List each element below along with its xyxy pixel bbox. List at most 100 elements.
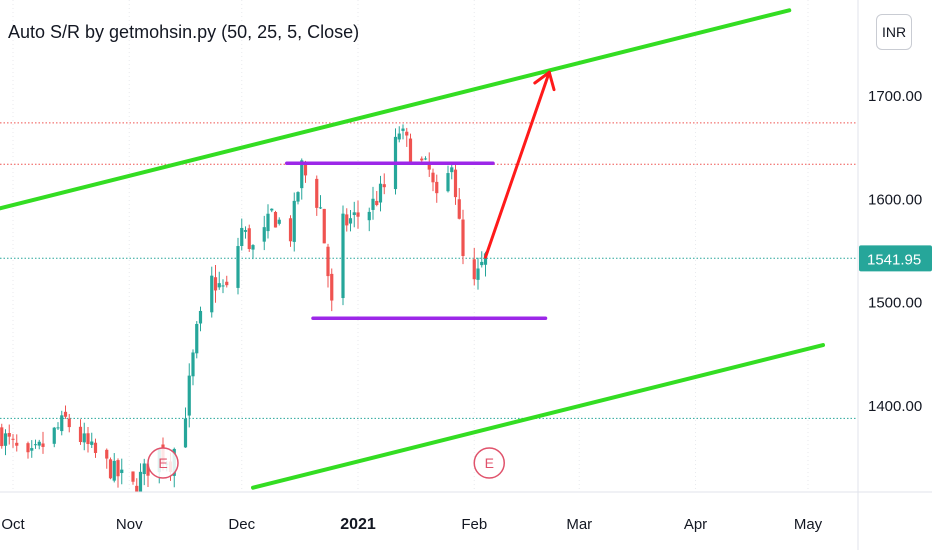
earnings-marker[interactable]: E bbox=[473, 447, 505, 479]
candle-body bbox=[195, 323, 199, 354]
candle-body bbox=[375, 200, 379, 205]
x-tick-label: Dec bbox=[228, 516, 255, 533]
candle-body bbox=[15, 442, 19, 446]
earnings-marker-label: E bbox=[485, 455, 494, 471]
candle-body bbox=[326, 246, 330, 277]
y-tick-label: 1500.00 bbox=[868, 295, 922, 312]
candle-body bbox=[288, 218, 293, 242]
candle-body bbox=[3, 433, 8, 446]
candle-body bbox=[318, 207, 323, 209]
candle-body bbox=[303, 163, 308, 176]
candle-body bbox=[330, 273, 334, 301]
candle-body bbox=[427, 162, 431, 170]
candle-body bbox=[78, 426, 83, 443]
candle-body bbox=[296, 192, 300, 202]
earnings-marker[interactable]: E bbox=[147, 447, 179, 479]
candle-body bbox=[446, 173, 450, 192]
sr-levels bbox=[0, 122, 858, 419]
candle-body bbox=[420, 158, 424, 161]
candle-body bbox=[270, 208, 274, 211]
candle-body bbox=[183, 418, 188, 448]
candle-body bbox=[356, 212, 360, 217]
drawings bbox=[0, 8, 825, 490]
candle-body bbox=[431, 172, 435, 183]
candle-body bbox=[348, 218, 353, 224]
x-tick-label: Nov bbox=[116, 516, 143, 533]
candle-body bbox=[213, 277, 218, 291]
candle-body bbox=[146, 463, 150, 476]
candle-body bbox=[112, 460, 116, 481]
indicator-title[interactable]: Auto S/R by getmohsin.py (50, 25, 5, Clo… bbox=[8, 22, 360, 42]
x-tick-label: Apr bbox=[684, 516, 707, 533]
candle-body bbox=[116, 460, 120, 477]
candle-body bbox=[461, 219, 465, 256]
upper-channel-line bbox=[0, 8, 792, 211]
candle-body bbox=[262, 227, 266, 242]
y-tick-label: 1600.00 bbox=[868, 191, 922, 208]
candle-body bbox=[472, 259, 476, 280]
candle-body bbox=[266, 213, 270, 232]
candle-body bbox=[210, 275, 214, 313]
earnings-marker-label: E bbox=[158, 455, 167, 471]
candle-body bbox=[105, 449, 109, 459]
candle-body bbox=[187, 375, 191, 416]
candle-body bbox=[450, 167, 454, 173]
x-tick-label: Oct bbox=[1, 516, 25, 533]
candle-body bbox=[341, 213, 345, 299]
candle-body bbox=[405, 131, 409, 136]
x-tick-label: Feb bbox=[461, 516, 487, 533]
candle-body bbox=[0, 427, 4, 447]
projection-arrow-head bbox=[533, 70, 551, 85]
candles bbox=[0, 124, 488, 492]
x-tick-label: Mar bbox=[566, 516, 592, 533]
candle-body bbox=[457, 199, 461, 219]
candle-body bbox=[243, 230, 248, 232]
candle-body bbox=[247, 228, 251, 250]
candle-body bbox=[382, 184, 386, 188]
candle-body bbox=[67, 418, 71, 428]
last-price-label: 1541.95 bbox=[867, 251, 921, 268]
candle-body bbox=[138, 471, 143, 492]
candle-body bbox=[315, 178, 319, 208]
candle-body bbox=[142, 463, 146, 475]
candle-body bbox=[476, 268, 480, 280]
last-price-tag: 1541.95 bbox=[859, 245, 932, 272]
candle-body bbox=[292, 200, 296, 242]
candle-body bbox=[52, 427, 56, 444]
candle-body bbox=[30, 448, 34, 451]
candle-body bbox=[273, 211, 278, 228]
candle-body bbox=[345, 214, 349, 226]
candle-body bbox=[131, 471, 135, 482]
candle-body bbox=[401, 128, 405, 131]
candle-body bbox=[191, 352, 195, 377]
x-tick-label: 2021 bbox=[340, 516, 376, 533]
candle-body bbox=[352, 212, 356, 216]
candle-body bbox=[56, 427, 60, 429]
projection-arrow-head bbox=[547, 70, 556, 92]
candle-body bbox=[225, 281, 229, 286]
candle-body bbox=[93, 442, 98, 453]
candle-body bbox=[86, 433, 90, 445]
lower-channel-line bbox=[251, 343, 825, 490]
candle-body bbox=[221, 285, 225, 287]
currency-button[interactable]: INR bbox=[876, 14, 912, 50]
candle-body bbox=[240, 227, 244, 246]
candle-body bbox=[120, 469, 124, 474]
y-tick-label: 1400.00 bbox=[868, 398, 922, 415]
candle-body bbox=[90, 441, 94, 445]
candle-body bbox=[453, 169, 458, 198]
candle-body bbox=[236, 246, 240, 288]
candle-body bbox=[41, 443, 45, 447]
candle-body bbox=[322, 208, 326, 244]
candle-body bbox=[423, 158, 428, 160]
candle-body bbox=[198, 310, 203, 324]
projection-arrow bbox=[484, 70, 551, 259]
candle-body bbox=[11, 438, 15, 440]
candle-body bbox=[37, 441, 41, 446]
candle-body bbox=[63, 411, 68, 417]
candle-body bbox=[367, 211, 371, 221]
candle-body bbox=[371, 198, 375, 210]
